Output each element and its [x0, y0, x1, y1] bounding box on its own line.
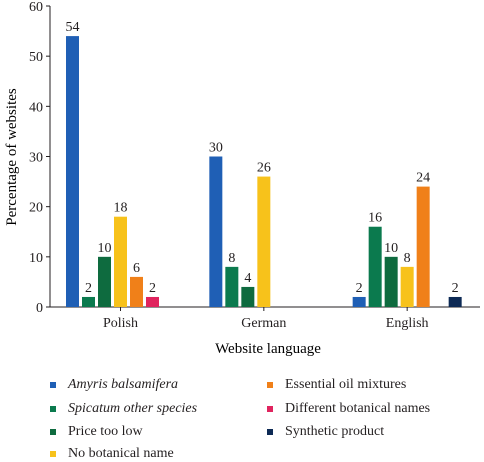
data-label: 2 [356, 281, 363, 296]
bar [416, 186, 430, 307]
y-tick-label: 60 [29, 0, 43, 15]
x-axis-label: Website language [215, 341, 321, 357]
x-tick-label: German [241, 316, 286, 331]
bar [257, 176, 271, 307]
data-label: 2 [85, 281, 92, 296]
data-label: 8 [404, 251, 411, 266]
data-label: 16 [368, 211, 382, 226]
bar [400, 266, 414, 307]
bar [130, 276, 143, 307]
bar [352, 296, 366, 307]
bar [384, 256, 398, 307]
y-tick-label: 50 [29, 50, 43, 65]
bar [66, 36, 79, 307]
data-label: 54 [66, 20, 80, 35]
axes: 0 10 20 30 40 50 60 Polish German English [29, 0, 480, 331]
bar [209, 156, 223, 307]
x-tick-label: Polish [103, 316, 138, 331]
y-tick-label: 20 [29, 201, 43, 216]
data-label: 2 [149, 281, 156, 296]
bar [448, 296, 462, 307]
data-label: 4 [244, 271, 251, 286]
data-label: 2 [452, 281, 459, 296]
data-label: 10 [384, 241, 398, 256]
data-label: 18 [114, 201, 128, 216]
data-label: 6 [133, 261, 140, 276]
bar [146, 296, 159, 307]
data-label: 10 [98, 241, 112, 256]
data-label: 26 [257, 161, 271, 176]
bar [114, 216, 127, 307]
bar [82, 296, 95, 307]
bars [66, 36, 462, 307]
y-tick-label: 10 [29, 251, 43, 266]
bar [225, 266, 239, 307]
x-tick-label: English [386, 316, 429, 331]
bar [368, 226, 382, 307]
data-label: 24 [416, 171, 430, 186]
y-tick-label: 0 [36, 301, 43, 316]
data-label: 30 [209, 141, 223, 156]
y-tick-label: 30 [29, 151, 43, 166]
bar [98, 256, 111, 307]
bar [241, 286, 255, 307]
y-axis-label: Percentage of websites [4, 88, 20, 226]
data-label: 8 [228, 251, 235, 266]
y-tick-label: 40 [29, 100, 43, 115]
